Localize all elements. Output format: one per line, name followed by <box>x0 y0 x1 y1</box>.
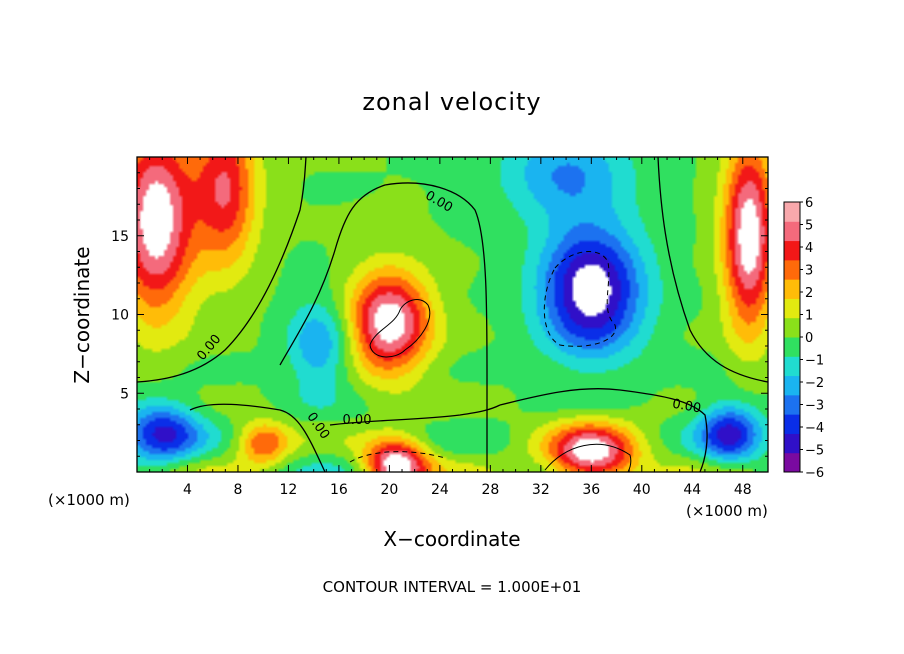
zero-contour-right-upper <box>657 157 768 383</box>
zero-contour-central-dome <box>279 182 488 472</box>
x-tick-label: 12 <box>280 482 298 498</box>
x-tick-label: 16 <box>330 482 348 498</box>
colorbar-label: 3 <box>805 264 813 279</box>
x-unit-label-left: (×1000 m) <box>48 491 130 509</box>
contour-label: 0.00 <box>343 413 372 428</box>
colorbar-swatch <box>784 433 800 454</box>
contour-label: 0.00 <box>671 397 702 417</box>
x-tick-label: 28 <box>481 482 499 498</box>
colorbar-swatch <box>784 317 800 338</box>
chart-title: zonal velocity <box>362 88 542 116</box>
y-tick-label: 15 <box>111 229 129 245</box>
colorbar-swatch <box>784 298 800 319</box>
x-axis-title: X−coordinate <box>383 527 521 551</box>
zero-contour-right <box>499 388 708 472</box>
contour-interval-note: CONTOUR INTERVAL = 1.000E+01 <box>322 578 582 596</box>
solid-contour-positive <box>369 299 431 358</box>
colorbar-swatch <box>784 221 800 242</box>
x-tick-label: 32 <box>532 482 550 498</box>
zero-contour-left <box>137 157 307 383</box>
zero-contour-mid <box>329 404 501 426</box>
colorbar-swatch <box>784 240 800 261</box>
colorbar-swatch <box>784 356 800 377</box>
colorbar-label: −6 <box>805 466 824 481</box>
y-tick-label: 5 <box>120 386 129 402</box>
colorbar-swatch <box>784 202 800 222</box>
colorbar-label: 6 <box>805 196 813 211</box>
colorbar-label: 0 <box>805 331 813 346</box>
colorbar-swatch <box>784 279 800 299</box>
colorbar-label: −1 <box>805 354 824 369</box>
y-ticks: 5 10 15 <box>111 172 768 457</box>
colorbar-swatch <box>784 414 800 434</box>
contour-lines <box>137 157 768 472</box>
x-ticks: 4 8 12 16 20 24 28 32 36 40 44 48 <box>149 157 756 498</box>
colorbar-label: 5 <box>805 219 813 234</box>
colorbar-swatch <box>784 452 800 473</box>
x-tick-label: 24 <box>431 482 449 498</box>
colorbar-label: 4 <box>805 241 813 256</box>
x-tick-label: 20 <box>380 482 398 498</box>
x-tick-label: 8 <box>233 482 242 498</box>
colorbar-label: −3 <box>805 399 824 414</box>
colorbar-swatch <box>784 394 800 415</box>
velocity-field <box>137 157 768 472</box>
x-tick-label: 40 <box>633 482 651 498</box>
colorbar-label: −4 <box>805 421 824 436</box>
x-tick-label: 36 <box>582 482 600 498</box>
x-tick-label: 48 <box>734 482 752 498</box>
colorbar-swatch <box>784 375 800 396</box>
colorbar-swatch <box>784 337 800 357</box>
y-tick-label: 10 <box>111 308 129 324</box>
colorbar: 6 5 4 3 2 1 0 −1 −2 −3 −4 −5 −6 <box>783 196 824 481</box>
zero-contour-lower <box>189 403 326 472</box>
x-tick-label: 4 <box>183 482 192 498</box>
x-tick-label: 44 <box>683 482 701 498</box>
dashed-contour-negative <box>543 251 616 347</box>
colorbar-swatch <box>784 259 800 280</box>
colorbar-label: −5 <box>805 444 824 459</box>
colorbar-label: 1 <box>805 309 813 324</box>
colorbar-label: 2 <box>805 286 813 301</box>
solid-contour-bottom-right <box>544 443 632 472</box>
x-unit-label-right: (×1000 m) <box>686 502 768 520</box>
colorbar-label: −2 <box>805 376 824 391</box>
